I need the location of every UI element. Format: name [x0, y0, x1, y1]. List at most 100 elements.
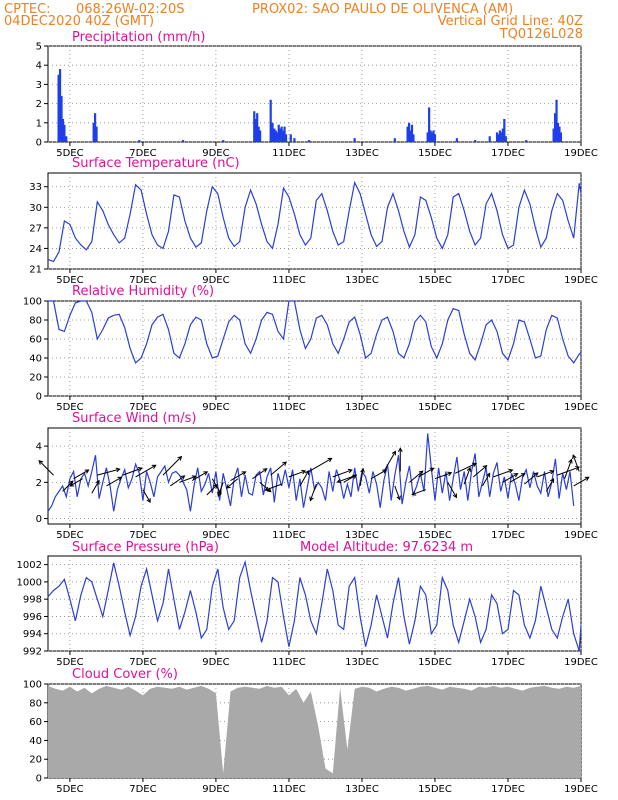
wind-arrow-head	[397, 447, 403, 453]
wind-arrow	[226, 478, 239, 489]
wind-arrow-head	[213, 484, 218, 489]
pressure-ytick-label: 998	[23, 595, 42, 606]
precipitation-bar	[559, 132, 563, 142]
precipitation-bar	[271, 122, 274, 142]
wind-arrow	[509, 473, 526, 483]
wind-arrow-head	[396, 495, 401, 501]
wind-arrow-head	[429, 467, 435, 472]
wind-arrow	[524, 472, 539, 485]
pressure-xtick-label: 11DEC	[272, 657, 306, 668]
wind-arrow	[454, 463, 477, 474]
wind-arrow-head	[262, 468, 268, 473]
precip-xtick-label: 11DEC	[272, 148, 306, 159]
precip-ytick-label: 1	[36, 118, 42, 129]
wind-arrow-head	[146, 498, 151, 504]
wind-arrow-head	[282, 461, 288, 466]
relative-humidity-panel: Relative Humidity (%) 0 20 40 60 80 100 5DEC 7D…	[23, 284, 598, 413]
wind-arrow-head	[137, 467, 143, 472]
surface-pressure-title: Surface Pressure (hPa)	[72, 540, 219, 555]
temp-xtick-label: 13DEC	[345, 275, 379, 286]
wind-arrow	[359, 468, 364, 487]
wind-arrow-head	[452, 493, 457, 499]
wind-arrow	[502, 473, 518, 483]
precipitation-bar	[58, 69, 62, 142]
wind-arrow	[288, 470, 306, 478]
wind-arrow	[545, 478, 554, 492]
pressure-xtick-label: 9DEC	[202, 657, 229, 668]
precip-frame	[47, 45, 582, 143]
precipitation-bar	[277, 124, 280, 142]
wind-arrow-head	[191, 475, 197, 480]
cloud-ytick-label: 20	[29, 755, 42, 766]
wind-arrow-head	[360, 467, 365, 473]
precipitation-bar	[556, 122, 560, 142]
surface-wind-panel: Surface Wind (m/s) 0 2 4 5DEC 7DEC 9DEC 11DEC 1…	[36, 411, 598, 541]
pressure-ytick-label: 992	[23, 647, 42, 658]
precipitation-bar	[273, 128, 276, 142]
precipitation-bar	[497, 134, 500, 142]
precip-ytick-label: 0	[36, 138, 42, 149]
precipitation-bar	[555, 99, 558, 142]
pressure-xtick-label: 19DEC	[564, 657, 598, 668]
wind-arrow-head	[217, 491, 222, 497]
wind-arrow-head	[117, 476, 123, 481]
wind-arrow-head	[84, 469, 90, 474]
wind-arrow	[472, 465, 487, 478]
precipitation-bar	[256, 113, 259, 142]
temp-xtick-label: 11DEC	[272, 275, 306, 286]
precipitation-bar	[257, 126, 260, 142]
wind-arrow	[394, 485, 401, 500]
wind-arrow	[162, 456, 182, 476]
temp-ytick-label: 30	[29, 203, 42, 214]
pressure-ytick-label: 996	[23, 612, 42, 623]
wind-xtick-label: 19DEC	[564, 530, 598, 541]
wind-arrow	[265, 483, 282, 491]
precipitation-bar	[393, 138, 396, 142]
header-init-time: 04DEC2020 40Z (GMT)	[4, 14, 154, 29]
precipitation-bar	[269, 99, 272, 142]
precipitation-bar	[474, 140, 477, 142]
rh-ytick-label: 20	[29, 373, 42, 384]
precipitation-bar	[500, 132, 503, 142]
rh-xtick-label: 7DEC	[129, 402, 156, 413]
wind-arrow	[252, 468, 267, 480]
model-altitude-note: Model Altitude: 97.6234 m	[300, 540, 473, 555]
rh-ytick-label: 100	[23, 297, 42, 308]
wind-arrow	[97, 468, 120, 476]
wind-xtick-label: 9DEC	[202, 530, 229, 541]
rh-ytick-label: 60	[29, 335, 42, 346]
wind-arrow	[481, 473, 491, 487]
temp-xtick-label: 9DEC	[202, 275, 229, 286]
wind-arrow	[564, 459, 572, 479]
rh-xtick-label: 17DEC	[491, 402, 525, 413]
wind-arrow-head	[486, 472, 491, 478]
temp-xtick-label: 19DEC	[564, 275, 598, 286]
wind-arrow	[309, 483, 317, 501]
header-source: CPTEC:	[4, 2, 51, 17]
wind-ytick-label: 4	[36, 442, 42, 453]
precipitation-bar	[138, 140, 141, 142]
rh-ytick-label: 80	[29, 316, 42, 327]
wind-arrow-head	[520, 473, 526, 478]
wind-arrow-head	[382, 469, 388, 474]
wind-arrow	[191, 471, 208, 481]
precip-ytick-label: 5	[36, 42, 42, 53]
wind-arrow-head	[447, 471, 453, 477]
temp-series-line	[47, 180, 582, 263]
wind-arrow-head	[575, 466, 581, 471]
precipitation-bar	[280, 126, 283, 142]
precipitation-bar	[409, 130, 412, 142]
pressure-xtick-label: 7DEC	[129, 657, 156, 668]
temp-ytick-label: 33	[29, 182, 42, 193]
wind-arrow-head	[513, 473, 519, 478]
cloud-xtick-label: 15DEC	[418, 784, 452, 795]
header-grid-note: Vertical Grid Line: 40Z	[438, 14, 583, 29]
precipitation-bar	[498, 130, 502, 142]
wind-arrow-head	[68, 480, 74, 486]
wind-arrow	[142, 489, 151, 503]
precipitation-bar	[65, 136, 68, 142]
rh-xtick-label: 11DEC	[272, 402, 306, 413]
pressure-series-line	[47, 559, 582, 652]
cloud-ytick-label: 60	[29, 717, 42, 728]
